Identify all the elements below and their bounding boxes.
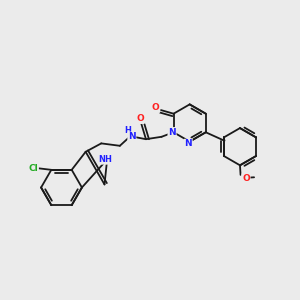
Text: Cl: Cl bbox=[28, 164, 38, 173]
Text: O: O bbox=[242, 174, 250, 183]
Text: N: N bbox=[128, 132, 136, 141]
Text: N: N bbox=[184, 140, 192, 148]
Text: O: O bbox=[152, 103, 159, 112]
Text: O: O bbox=[136, 114, 144, 123]
Text: H: H bbox=[124, 126, 131, 135]
Text: NH: NH bbox=[99, 155, 112, 164]
Text: N: N bbox=[168, 128, 176, 137]
